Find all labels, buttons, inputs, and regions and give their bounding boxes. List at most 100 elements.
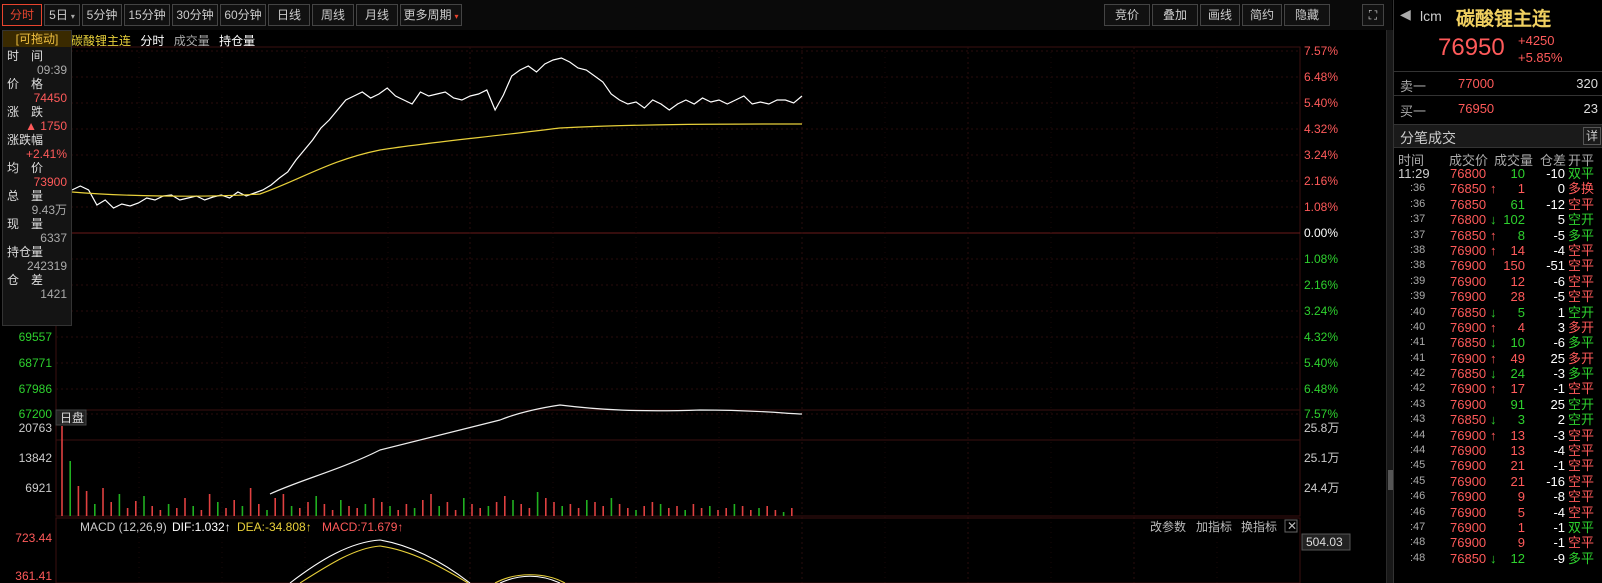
symbol-name: 碳酸锂主连	[1456, 9, 1552, 30]
trade-price: 76900	[1450, 350, 1487, 366]
trade-row: :39 76900 12 -6 空平	[1394, 274, 1602, 289]
trades-header: 分笔成交 详	[1394, 124, 1602, 148]
price-axis-label: 69557	[19, 330, 53, 344]
legend-item-oi[interactable]: 持仓量	[219, 34, 256, 48]
price-axis-label: 67200	[19, 407, 53, 421]
trade-row: :47 76900 1 -1 双平	[1394, 520, 1602, 535]
intraday-chart: 7.57% 6.48% 5.40% 4.32% 3.24% 2.16% 1.08% 0.00%…	[15, 44, 1351, 583]
close-box	[1284, 519, 1298, 533]
chart-scrollbar[interactable]	[1386, 30, 1393, 583]
trade-oi-diff: -1	[1553, 458, 1565, 474]
trade-row: :46 76900 5 -4 空平	[1394, 505, 1602, 520]
period-button[interactable]: 分时	[2, 4, 42, 26]
scrollbar-handle[interactable]	[1388, 470, 1393, 490]
draggable-tag[interactable]: [可拖动]	[3, 31, 71, 47]
trade-type: 空开	[1568, 396, 1595, 412]
trade-oi-diff: -3	[1553, 427, 1565, 443]
info-value: 74450	[33, 91, 67, 105]
pct-axis-label: 2.16%	[1304, 278, 1338, 292]
expand-icon[interactable]: ⛶	[1362, 4, 1384, 26]
trade-time: :42	[1410, 382, 1426, 395]
trade-oi-diff: -1	[1553, 535, 1565, 551]
trade-row: :36 76850 ↑ 1 0 多换	[1394, 181, 1602, 196]
trade-direction-icon: ↓	[1490, 335, 1497, 351]
pct-axis-label: 4.32%	[1304, 122, 1338, 136]
info-value: 73900	[33, 175, 67, 189]
trade-row: :36 76850 61 -12 空平	[1394, 197, 1602, 212]
trade-volume: 5	[1517, 504, 1525, 520]
trades-title: 分笔成交	[1400, 130, 1456, 146]
trade-type: 空平	[1568, 242, 1595, 258]
period-button[interactable]: 5分钟	[82, 4, 122, 26]
trade-direction-icon: ↓	[1490, 366, 1497, 382]
tool-button[interactable]: 竞价	[1104, 4, 1150, 26]
legend-item-fenshi[interactable]: 分时	[140, 34, 165, 48]
period-button[interactable]: 更多周期 ▾	[400, 4, 462, 26]
period-button[interactable]: 30分钟	[172, 4, 218, 26]
trade-type: 多平	[1568, 227, 1595, 243]
trade-row: :43 76900 91 25 空开	[1394, 397, 1602, 412]
back-arrow-icon[interactable]: ◀	[1400, 6, 1411, 22]
trade-oi-diff: -4	[1553, 242, 1565, 258]
chart-legend: 碳酸锂主连 分时 成交量 持仓量	[71, 32, 261, 48]
tool-button[interactable]: 叠加	[1152, 4, 1198, 26]
trade-price: 76850	[1450, 227, 1487, 243]
trade-volume: 5	[1517, 304, 1525, 320]
trade-time: :38	[1410, 243, 1426, 256]
close-icon[interactable]: ✕	[1287, 519, 1297, 533]
trade-price: 76900	[1450, 489, 1487, 505]
trade-direction-icon: ↓	[1490, 304, 1497, 320]
col-open-close: 开平	[1568, 153, 1595, 168]
period-button[interactable]: 周线	[312, 4, 354, 26]
trade-price: 76850	[1450, 196, 1487, 212]
col-price: 成交价	[1449, 153, 1489, 168]
price-line	[71, 57, 803, 209]
oi-axis-label: 25.1万	[1304, 451, 1339, 465]
trade-time: :37	[1410, 213, 1426, 226]
ask-volume: 320	[1576, 76, 1598, 91]
trade-price: 76850	[1450, 335, 1487, 351]
pct-axis-label: 7.57%	[1304, 44, 1338, 58]
legend-item-volume[interactable]: 成交量	[173, 34, 210, 48]
price-change: +4250	[1518, 33, 1555, 48]
tool-button[interactable]: 隐藏	[1284, 4, 1330, 26]
period-button[interactable]: 日线	[268, 4, 310, 26]
trade-row: :43 76850 ↓ 3 2 空开	[1394, 412, 1602, 427]
detail-button[interactable]: 详	[1583, 127, 1601, 145]
trade-time: :36	[1410, 197, 1426, 210]
trade-volume: 10	[1510, 335, 1525, 351]
tool-button[interactable]: 简约	[1242, 4, 1282, 26]
macd-add-indicator-button[interactable]: 加指标	[1196, 519, 1232, 534]
trade-price: 76850	[1450, 412, 1487, 428]
trade-price: 76900	[1450, 319, 1487, 335]
trade-price: 76850	[1450, 366, 1487, 382]
period-button[interactable]: 月线	[356, 4, 398, 26]
period-button[interactable]: 15分钟	[124, 4, 170, 26]
info-label: 涨跌幅	[7, 133, 44, 147]
trade-volume: 8	[1517, 227, 1525, 243]
trade-type: 空平	[1568, 489, 1595, 505]
trade-oi-diff: -8	[1553, 489, 1565, 505]
tool-button[interactable]: 画线	[1200, 4, 1240, 26]
oi-axis-label: 24.4万	[1304, 481, 1339, 495]
macd-value-box	[1301, 533, 1351, 551]
trade-row: :37 76850 ↑ 8 -5 多平	[1394, 228, 1602, 243]
trade-time: :46	[1410, 490, 1426, 503]
info-label: 涨 跌	[7, 105, 44, 119]
trade-row: :39 76900 28 -5 空平	[1394, 289, 1602, 304]
trade-price: 76850	[1450, 304, 1487, 320]
crosshair-info-panel[interactable]: [可拖动] 时 间 09:39 价 格 74450 涨 跌 ▲ 1750 涨跌幅 +2.41%…	[2, 30, 72, 326]
trade-row: :44 76900 ↑ 13 -3 空平	[1394, 428, 1602, 443]
trade-time: :48	[1410, 536, 1426, 549]
open-interest-line	[269, 404, 803, 495]
info-value: 9.43万	[31, 203, 67, 217]
period-button[interactable]: 60分钟	[220, 4, 266, 26]
trade-type: 空平	[1568, 535, 1595, 551]
trade-volume: 61	[1510, 196, 1525, 212]
period-button[interactable]: 5日 ▾	[44, 4, 80, 26]
trade-row: :45 76900 21 -16 空平	[1394, 474, 1602, 489]
macd-edit-params-button[interactable]: 改参数	[1150, 519, 1186, 534]
macd-dea: DEA:-34.808↑	[237, 520, 312, 534]
oi-axis-label: 25.8万	[1304, 421, 1339, 435]
macd-switch-indicator-button[interactable]: 换指标	[1241, 519, 1277, 534]
